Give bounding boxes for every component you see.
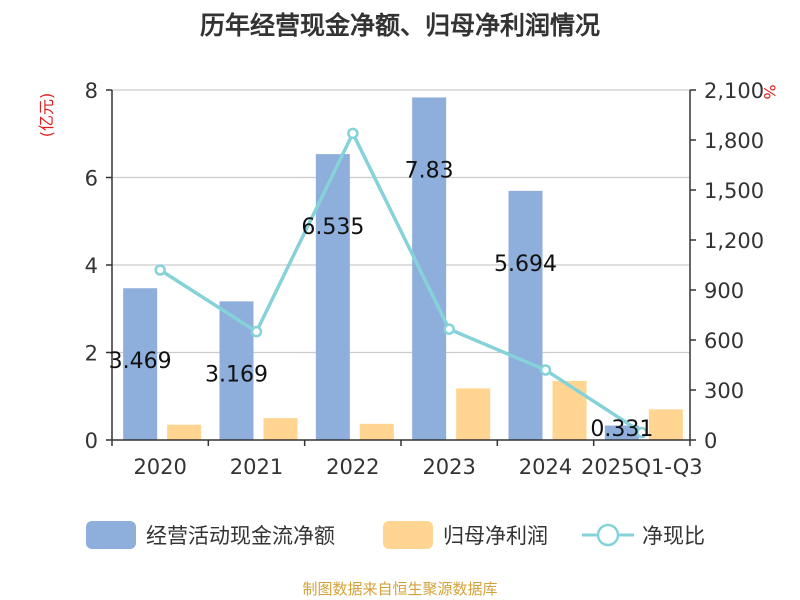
ratio-line-point [636,426,648,439]
ratio-line-point [443,323,455,335]
net-profit-bar [648,409,683,440]
x-axis-tick-label: 2021 [230,455,283,479]
right-axis-tick-label: 600 [704,329,744,353]
legend-label: 净现比 [642,524,705,548]
grid-lines [112,89,690,354]
ratio-line [154,127,648,439]
right-axis-tick-label: 0 [704,429,717,453]
right-axis-tick-label: 1,500 [704,179,764,203]
left-axis-tick-label: 6 [85,167,98,191]
legend-swatch [383,521,433,549]
ratio-line-point [250,325,263,338]
right-axis-tick-label: 1,200 [704,229,764,253]
legend-swatch [86,521,136,549]
legend: 经营活动现金流净额 归母净利润 净现比 [86,521,705,549]
net-profit-bar [167,424,202,440]
cashflow-data-label: 3.169 [205,362,268,387]
net-profit-bar [552,380,587,440]
x-axis-tick-label: 2025Q1-Q3 [581,455,703,479]
left-axis-label: (亿元) [37,93,56,138]
ratio-line-point [154,264,166,276]
x-axis-tick-label: 2024 [519,455,572,479]
cashflow-data-label: 3.469 [109,349,172,374]
left-axis-tick-label: 8 [85,79,98,103]
net-profit-bar [359,423,394,440]
cashflow-data-label: 7.83 [405,158,454,183]
right-axis-tick-label: 900 [704,279,744,303]
bars [123,97,683,440]
cashflow-bar [508,190,543,440]
ratio-line-path [159,131,643,434]
cashflow-data-label: 6.535 [301,215,364,240]
right-axis-tick-label: 2,100 [704,79,764,103]
chart-title: 历年经营现金净额、归母净利润情况 [200,11,600,40]
net-profit-bar [263,418,298,440]
x-axis-tick-label: 2022 [326,455,379,479]
right-axis-tick-label: 300 [704,379,744,403]
right-axis-tick-label: 1,800 [704,129,764,153]
x-axis-tick-label: 2023 [422,455,475,479]
axes: 0 2 4 6 8 0 300 600 900 1,200 1,500 1,800 2,100 2020 2… [37,79,779,479]
right-axis-label: % [760,84,779,99]
left-axis-tick-label: 4 [85,254,98,278]
cashflow-bar [412,97,447,440]
cashflow-bar [123,288,158,440]
data-labels: 3.469 3.169 6.535 7.83 5.694 0.331 [109,158,654,442]
net-profit-bar [456,388,491,440]
x-axis-tick-label: 2020 [133,455,186,479]
cashflow-data-label: 0.331 [590,417,653,442]
cashflow-data-label: 5.694 [494,252,557,277]
cashflow-bar [604,425,639,440]
source-note: 制图数据来自恒生聚源数据库 [302,580,497,598]
legend-swatch-marker [596,523,620,547]
left-axis-tick-label: 0 [85,429,98,453]
left-axis-tick-label: 2 [85,342,98,366]
legend-label: 经营活动现金流净额 [146,524,335,548]
ratio-line-point [539,364,552,376]
ratio-line-point [347,127,359,140]
legend-label: 归母净利润 [443,524,548,548]
